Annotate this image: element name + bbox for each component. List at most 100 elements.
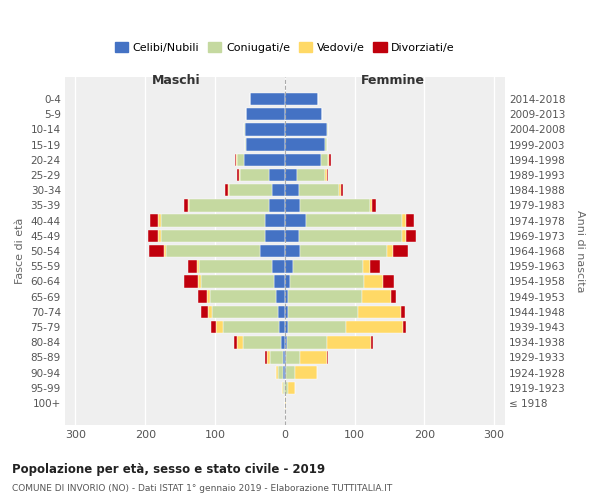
Bar [403, 321, 406, 334]
Bar [325, 169, 326, 181]
Bar [328, 336, 371, 348]
Bar [325, 138, 326, 151]
Bar [285, 123, 326, 136]
Bar [285, 351, 286, 364]
Bar [260, 245, 285, 258]
Bar [290, 275, 364, 287]
Bar [188, 260, 197, 272]
Bar [278, 306, 285, 318]
Bar [388, 245, 393, 258]
Bar [279, 321, 285, 334]
Bar [199, 260, 272, 272]
Bar [285, 245, 300, 258]
Bar [148, 230, 158, 242]
Bar [283, 382, 285, 394]
Bar [326, 123, 328, 136]
Bar [306, 214, 402, 227]
Bar [212, 306, 278, 318]
Bar [189, 199, 269, 211]
Bar [238, 154, 244, 166]
Bar [287, 336, 328, 348]
Bar [265, 351, 266, 364]
Text: Popolazione per età, sesso e stato civile - 2019: Popolazione per età, sesso e stato civil… [12, 462, 325, 475]
Bar [206, 290, 210, 303]
Bar [285, 154, 321, 166]
Bar [161, 230, 265, 242]
Bar [240, 169, 269, 181]
Bar [269, 169, 285, 181]
Bar [326, 351, 328, 364]
Bar [328, 154, 329, 166]
Bar [238, 336, 243, 348]
Bar [210, 290, 277, 303]
Bar [274, 275, 285, 287]
Bar [295, 366, 317, 379]
Bar [184, 275, 197, 287]
Bar [243, 336, 281, 348]
Bar [161, 214, 265, 227]
Text: Femmine: Femmine [361, 74, 425, 87]
Bar [244, 154, 285, 166]
Bar [371, 336, 373, 348]
Bar [158, 230, 161, 242]
Bar [164, 245, 166, 258]
Bar [285, 169, 298, 181]
Bar [223, 321, 279, 334]
Bar [401, 306, 405, 318]
Bar [285, 108, 322, 120]
Bar [383, 275, 394, 287]
Bar [293, 260, 363, 272]
Bar [238, 169, 239, 181]
Bar [299, 184, 339, 196]
Bar [211, 321, 217, 334]
Bar [208, 306, 212, 318]
Bar [217, 321, 223, 334]
Bar [285, 199, 300, 211]
Bar [277, 290, 285, 303]
Bar [285, 184, 299, 196]
Bar [285, 397, 286, 409]
Bar [285, 275, 290, 287]
Text: COMUNE DI INVORIO (NO) - Dati ISTAT 1° gennaio 2019 - Elaborazione TUTTITALIA.IT: COMUNE DI INVORIO (NO) - Dati ISTAT 1° g… [12, 484, 392, 493]
Bar [285, 230, 299, 242]
Bar [184, 199, 188, 211]
Bar [286, 366, 295, 379]
Bar [245, 123, 285, 136]
Bar [285, 290, 288, 303]
Bar [239, 169, 240, 181]
Bar [150, 214, 158, 227]
Bar [285, 214, 306, 227]
Bar [288, 382, 295, 394]
Bar [285, 382, 288, 394]
Bar [285, 260, 293, 272]
Legend: Celibi/Nubili, Coniugati/e, Vedovi/e, Divorziati/e: Celibi/Nubili, Coniugati/e, Vedovi/e, Di… [110, 38, 459, 57]
Bar [329, 154, 331, 166]
Bar [285, 93, 319, 106]
Bar [326, 169, 328, 181]
Bar [250, 93, 285, 106]
Bar [276, 366, 278, 379]
Bar [149, 245, 164, 258]
Bar [198, 290, 206, 303]
Bar [288, 306, 358, 318]
Bar [300, 245, 388, 258]
Bar [286, 351, 300, 364]
Bar [341, 184, 343, 196]
Bar [283, 351, 285, 364]
Bar [269, 199, 285, 211]
Bar [285, 321, 288, 334]
Y-axis label: Fasce di età: Fasce di età [15, 218, 25, 284]
Bar [288, 321, 346, 334]
Bar [370, 199, 372, 211]
Text: Maschi: Maschi [152, 74, 201, 87]
Bar [247, 138, 285, 151]
Bar [283, 366, 285, 379]
Bar [285, 306, 288, 318]
Bar [299, 230, 402, 242]
Bar [226, 184, 227, 196]
Bar [229, 184, 272, 196]
Bar [266, 351, 270, 364]
Bar [166, 245, 260, 258]
Bar [201, 306, 208, 318]
Bar [265, 214, 285, 227]
